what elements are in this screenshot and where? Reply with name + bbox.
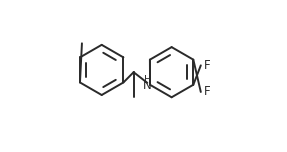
Text: F: F: [203, 59, 210, 72]
Text: N: N: [143, 79, 152, 92]
Text: F: F: [203, 85, 210, 98]
Text: H: H: [144, 75, 151, 85]
